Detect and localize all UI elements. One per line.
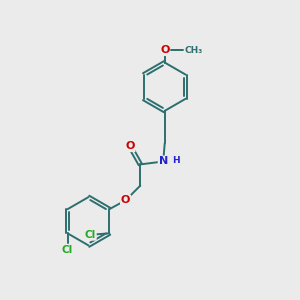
Text: O: O [121,195,130,205]
Text: Cl: Cl [62,244,73,254]
Text: H: H [172,155,180,164]
Text: CH₃: CH₃ [184,46,203,55]
Text: Cl: Cl [85,230,96,240]
Text: N: N [159,157,168,166]
Text: O: O [125,141,135,151]
Text: O: O [160,45,169,55]
